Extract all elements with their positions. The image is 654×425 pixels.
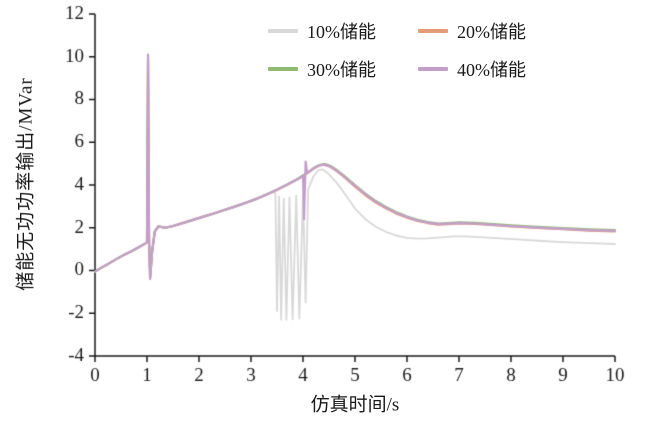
legend-line-swatch (418, 29, 448, 33)
legend-label: 20%储能 (457, 22, 526, 42)
legend-line-swatch (268, 29, 298, 33)
legend-item: 40%储能 (418, 56, 526, 82)
y-axis-label: 储能无功功率输出/MVar (15, 77, 37, 291)
legend-item: 10%储能 (268, 18, 376, 44)
legend-line-swatch (268, 67, 298, 71)
legend-label: 10%储能 (307, 22, 376, 42)
legend-label: 40%储能 (457, 60, 526, 80)
legend-item: 20%储能 (418, 18, 526, 44)
legend: 10%储能 20%储能 30%储能 40%储能 (268, 18, 526, 82)
legend-item: 30%储能 (268, 56, 376, 82)
x-axis-label: 仿真时间/s (310, 394, 400, 416)
legend-line-swatch (418, 67, 448, 71)
legend-label: 30%储能 (307, 60, 376, 80)
